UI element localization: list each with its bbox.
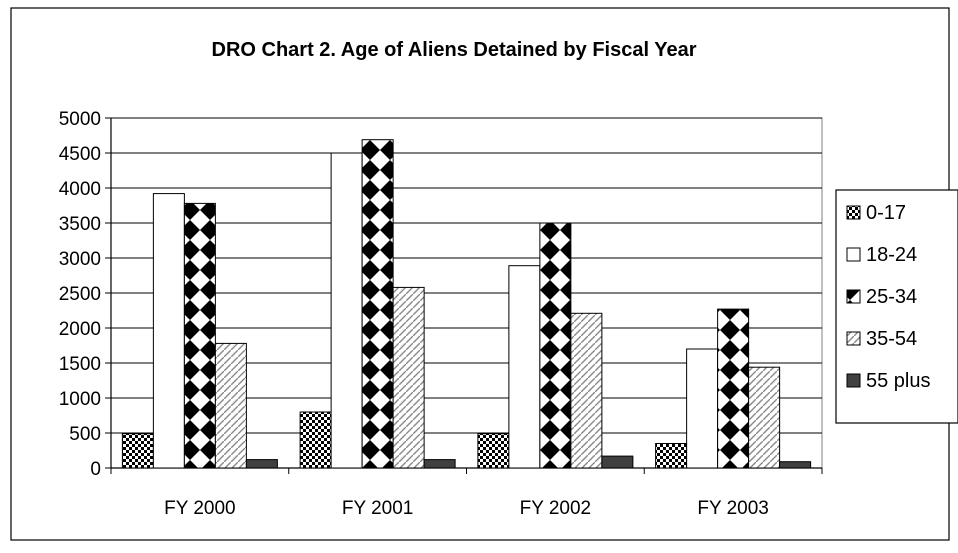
bar-55-plus-FY-2000 [245,459,278,469]
bar-0-17-FY-2000 [121,433,154,469]
legend-swatch-25-34 [846,289,861,304]
y-tick-label: 4500 [59,144,101,165]
y-tick-label: 3000 [59,249,101,270]
x-tick-label: FY 2002 [520,498,591,519]
legend-swatch-55-plus [846,373,861,388]
legend-swatch-0-17 [846,205,861,220]
bar-0-17-FY-2003 [655,443,688,469]
x-tick-label: FY 2001 [342,498,413,519]
y-tick-label: 2000 [59,319,101,340]
bar-18-24-FY-2002 [508,265,541,469]
bar-0-17-FY-2002 [477,433,510,469]
bar-18-24-FY-2001 [330,152,363,469]
legend-label: 55 plus [866,370,931,392]
bar-25-34-FY-2001 [361,139,394,469]
y-tick-label: 500 [69,424,101,445]
legend-label: 35-54 [866,328,917,350]
bar-25-34-FY-2003 [717,308,750,469]
x-tick-label: FY 2003 [697,498,768,519]
bar-55-plus-FY-2001 [423,459,456,469]
legend: 0-17 18-24 25-34 35-54 55 plus [835,189,958,424]
bar-25-34-FY-2000 [183,202,216,469]
bar-18-24-FY-2003 [686,348,719,469]
bars [121,139,812,469]
bar-0-17-FY-2001 [299,411,332,469]
chart-title: DRO Chart 2. Age of Aliens Detained by F… [212,39,697,61]
bar-55-plus-FY-2002 [601,455,634,469]
y-tick-label: 2500 [59,284,101,305]
bar-35-54-FY-2002 [570,312,603,469]
bar-35-54-FY-2003 [748,366,781,469]
y-tick-label: 3500 [59,214,101,235]
bar-18-24-FY-2000 [152,193,185,469]
y-tick-label: 5000 [59,109,101,130]
legend-swatch-18-24 [846,247,861,262]
legend-label: 18-24 [866,244,917,266]
bar-25-34-FY-2002 [539,222,572,469]
y-tick-label: 0 [90,459,101,480]
x-tick-label: FY 2000 [164,498,235,519]
bar-35-54-FY-2001 [392,286,425,469]
y-tick-label: 4000 [59,179,101,200]
y-tick-label: 1500 [59,354,101,375]
y-tick-label: 1000 [59,389,101,410]
legend-label: 0-17 [866,202,906,224]
bar-35-54-FY-2000 [214,342,247,469]
bar-55-plus-FY-2003 [779,461,812,469]
legend-label: 25-34 [866,286,917,308]
legend-swatch-35-54 [846,331,861,346]
